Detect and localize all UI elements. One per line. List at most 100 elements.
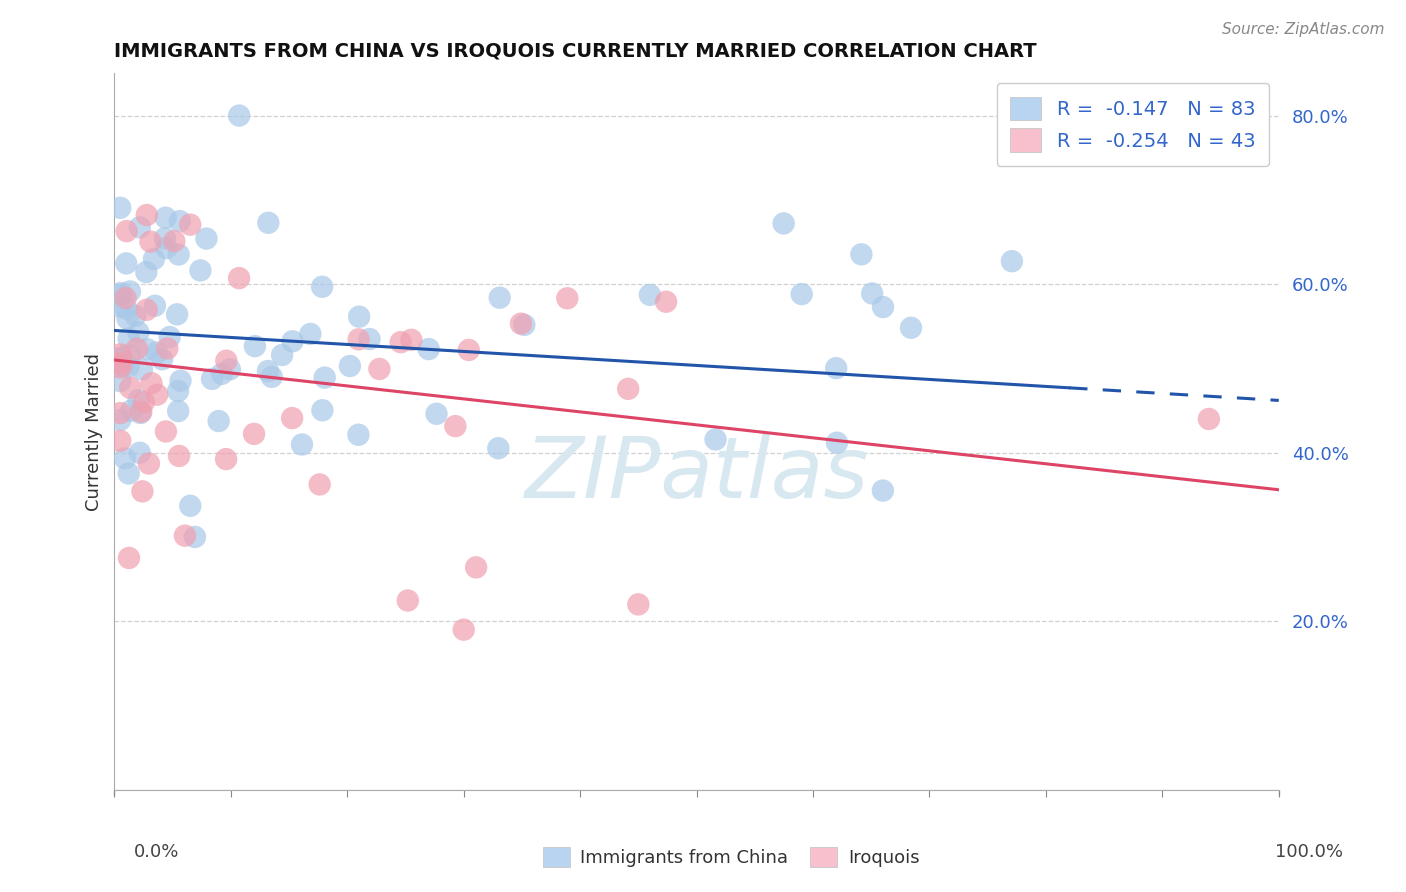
Point	[153, 231, 176, 245]
Point	[704, 433, 727, 447]
Point	[117, 311, 139, 326]
Point	[790, 287, 813, 301]
Point	[110, 285, 132, 300]
Point	[167, 449, 190, 463]
Point	[174, 529, 197, 543]
Point	[110, 351, 132, 366]
Point	[444, 419, 467, 434]
Point	[110, 434, 132, 448]
Point	[135, 265, 157, 279]
Point	[215, 353, 238, 368]
Point	[1001, 254, 1024, 268]
Point	[257, 216, 280, 230]
Point	[115, 224, 138, 238]
Point	[129, 406, 152, 420]
Point	[389, 335, 412, 350]
Point	[228, 271, 250, 285]
Point	[128, 446, 150, 460]
Point	[159, 330, 181, 344]
Point	[260, 369, 283, 384]
Point	[139, 235, 162, 249]
Point	[110, 288, 132, 302]
Point	[299, 326, 322, 341]
Point	[772, 216, 794, 230]
Point	[110, 360, 132, 375]
Point	[146, 387, 169, 401]
Point	[555, 291, 578, 305]
Point	[155, 211, 177, 225]
Point	[110, 201, 132, 215]
Point	[124, 309, 146, 323]
Point	[128, 220, 150, 235]
Point	[142, 252, 165, 266]
Point	[114, 451, 136, 466]
Point	[314, 370, 336, 384]
Point	[155, 241, 177, 255]
Point	[150, 352, 173, 367]
Point	[110, 347, 132, 361]
Point	[396, 593, 419, 607]
Point	[135, 208, 157, 222]
Point	[167, 247, 190, 261]
Point	[418, 342, 440, 356]
Point	[201, 372, 224, 386]
Point	[825, 435, 848, 450]
Legend: Immigrants from China, Iroquois: Immigrants from China, Iroquois	[536, 839, 927, 874]
Point	[117, 359, 139, 374]
Point	[281, 334, 304, 349]
Point	[117, 331, 139, 345]
Point	[509, 317, 531, 331]
Point	[401, 333, 423, 347]
Point	[110, 356, 132, 370]
Point	[146, 345, 169, 359]
Point	[125, 342, 148, 356]
Point	[627, 598, 650, 612]
Point	[156, 342, 179, 356]
Point	[211, 367, 233, 381]
Text: IMMIGRANTS FROM CHINA VS IROQUOIS CURRENTLY MARRIED CORRELATION CHART: IMMIGRANTS FROM CHINA VS IROQUOIS CURREN…	[114, 42, 1038, 61]
Point	[179, 218, 201, 232]
Point	[257, 364, 280, 378]
Point	[110, 413, 132, 427]
Point	[281, 411, 304, 425]
Point	[271, 348, 294, 362]
Point	[900, 320, 922, 334]
Point	[860, 286, 883, 301]
Point	[135, 302, 157, 317]
Point	[120, 381, 142, 395]
Point	[112, 359, 135, 374]
Point	[655, 294, 678, 309]
Point	[208, 414, 231, 428]
Point	[291, 437, 314, 451]
Point	[243, 426, 266, 441]
Point	[359, 332, 381, 346]
Point	[167, 404, 190, 418]
Point	[872, 483, 894, 498]
Point	[228, 109, 250, 123]
Point	[138, 457, 160, 471]
Point	[110, 406, 132, 420]
Point	[155, 425, 177, 439]
Legend: R =  -0.147   N = 83, R =  -0.254   N = 43: R = -0.147 N = 83, R = -0.254 N = 43	[997, 83, 1270, 166]
Point	[118, 551, 141, 566]
Point	[128, 392, 150, 407]
Text: 0.0%: 0.0%	[134, 843, 179, 861]
Y-axis label: Currently Married: Currently Married	[86, 352, 103, 510]
Point	[136, 343, 159, 357]
Point	[457, 343, 479, 357]
Point	[184, 530, 207, 544]
Point	[131, 484, 153, 499]
Point	[169, 214, 191, 228]
Text: 100.0%: 100.0%	[1275, 843, 1343, 861]
Point	[368, 362, 391, 376]
Point	[513, 318, 536, 332]
Point	[311, 279, 333, 293]
Point	[308, 477, 330, 491]
Point	[169, 374, 191, 388]
Point	[617, 382, 640, 396]
Point	[347, 427, 370, 442]
Point	[114, 291, 136, 305]
Point	[120, 403, 142, 417]
Text: ZIPatlas: ZIPatlas	[524, 434, 869, 516]
Point	[118, 467, 141, 481]
